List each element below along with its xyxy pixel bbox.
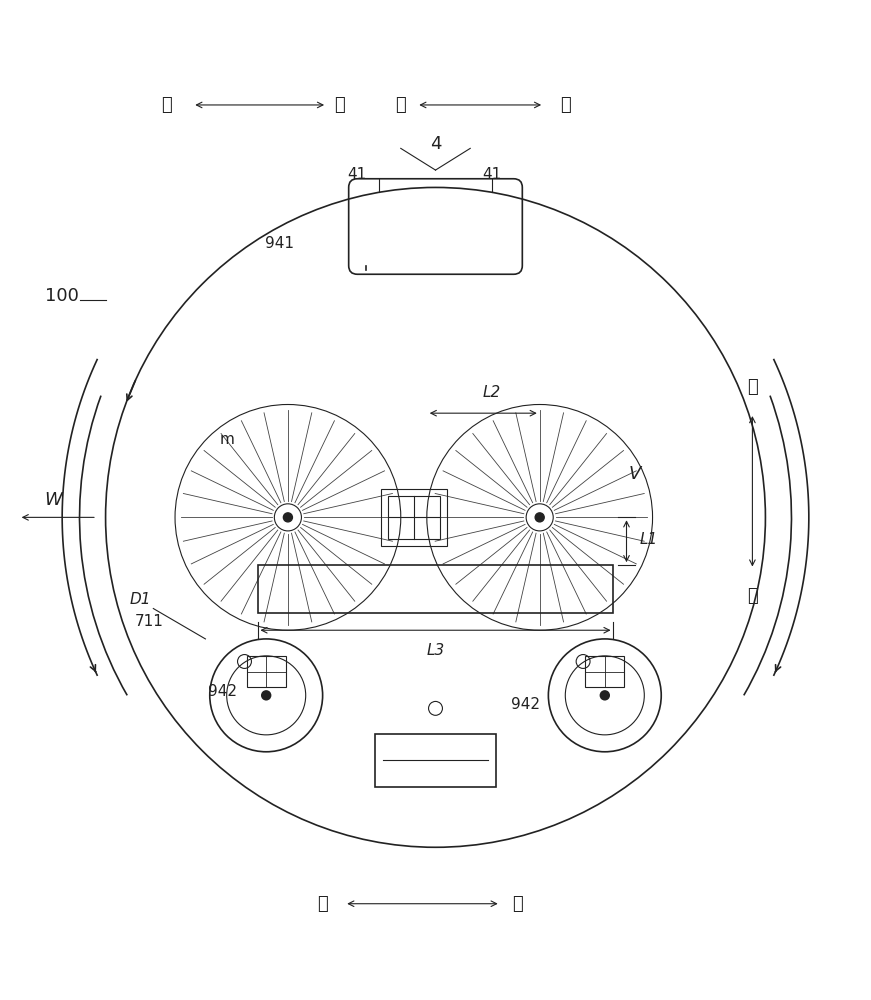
Circle shape — [599, 690, 610, 701]
Text: 外: 外 — [161, 96, 172, 114]
Circle shape — [535, 513, 544, 522]
Text: L1: L1 — [639, 532, 658, 547]
Bar — [246, 656, 286, 687]
Text: L3: L3 — [427, 643, 444, 658]
Text: 右: 右 — [513, 895, 523, 913]
Text: 内: 内 — [334, 96, 346, 114]
Text: 942: 942 — [208, 684, 237, 699]
Bar — [375, 734, 496, 787]
Text: 后: 后 — [747, 587, 758, 605]
Bar — [258, 565, 613, 613]
Circle shape — [261, 690, 272, 701]
Circle shape — [283, 513, 293, 522]
Text: m: m — [219, 432, 234, 447]
Text: 100: 100 — [45, 287, 79, 305]
Text: 942: 942 — [510, 697, 540, 712]
Text: D1: D1 — [130, 592, 151, 607]
Text: V: V — [629, 465, 641, 483]
Text: 内: 内 — [395, 96, 406, 114]
Text: 左: 左 — [317, 895, 328, 913]
Text: 4: 4 — [429, 135, 442, 153]
Bar — [381, 489, 447, 546]
Bar — [585, 656, 625, 687]
Text: 711: 711 — [134, 614, 164, 629]
Text: 941: 941 — [265, 236, 294, 251]
Text: 前: 前 — [747, 378, 758, 396]
Text: L2: L2 — [483, 385, 501, 400]
Bar — [388, 496, 440, 539]
Text: 41: 41 — [483, 167, 502, 182]
Text: W: W — [44, 491, 63, 509]
Text: 外: 外 — [560, 96, 571, 114]
Text: 41: 41 — [348, 167, 367, 182]
